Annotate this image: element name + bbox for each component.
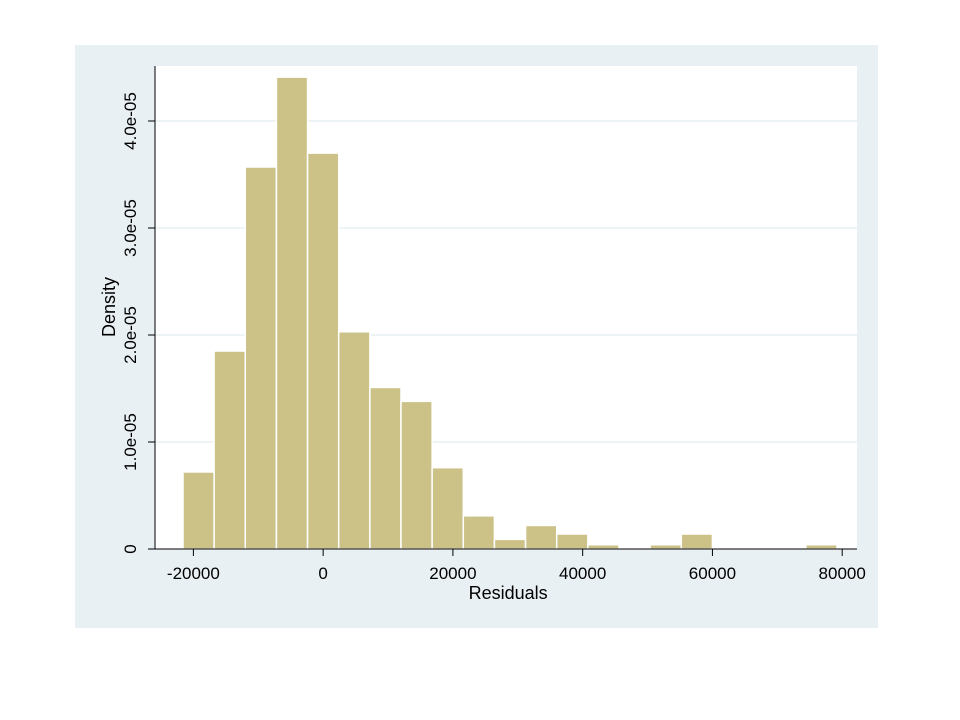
histogram-bar bbox=[462, 515, 496, 550]
axes bbox=[154, 66, 857, 550]
y-axis-ticks: 0 1.0e-05 2.0e-05 3.0e-05 4.0e-05 bbox=[121, 92, 155, 554]
x-tick-label: 60000 bbox=[689, 564, 736, 583]
histogram-bar bbox=[306, 152, 340, 550]
histogram-bar bbox=[275, 76, 309, 550]
y-axis-title: Density bbox=[99, 277, 119, 337]
x-tick-label: -20000 bbox=[167, 564, 220, 583]
y-tick-label: 3.0e-05 bbox=[121, 199, 140, 257]
histogram-bar bbox=[244, 166, 278, 550]
histogram-bar bbox=[555, 533, 589, 550]
y-tick-label: 4.0e-05 bbox=[121, 92, 140, 150]
histogram-bar bbox=[649, 543, 683, 550]
x-tick-label: 40000 bbox=[559, 564, 606, 583]
x-axis-ticks: -20000 0 20000 40000 60000 80000 bbox=[167, 549, 866, 583]
histogram-bar bbox=[805, 543, 838, 550]
y-tick-label: 2.0e-05 bbox=[121, 306, 140, 364]
x-axis-title: Residuals bbox=[469, 583, 548, 603]
histogram-bar bbox=[524, 524, 558, 550]
histogram-bar bbox=[587, 543, 620, 550]
x-tick-label: 20000 bbox=[429, 564, 476, 583]
histogram-bar bbox=[400, 400, 433, 550]
histogram-bar bbox=[337, 331, 371, 550]
histogram-bar bbox=[680, 533, 714, 550]
histogram-bar bbox=[431, 466, 465, 550]
histogram-bar bbox=[493, 538, 527, 550]
histogram-bar bbox=[182, 471, 215, 550]
y-tick-label: 0 bbox=[121, 544, 140, 553]
y-tick-label: 1.0e-05 bbox=[121, 413, 140, 471]
x-tick-label: 0 bbox=[318, 564, 327, 583]
x-tick-label: 80000 bbox=[819, 564, 866, 583]
histogram-bar bbox=[369, 386, 402, 550]
histogram-bar bbox=[213, 350, 247, 550]
